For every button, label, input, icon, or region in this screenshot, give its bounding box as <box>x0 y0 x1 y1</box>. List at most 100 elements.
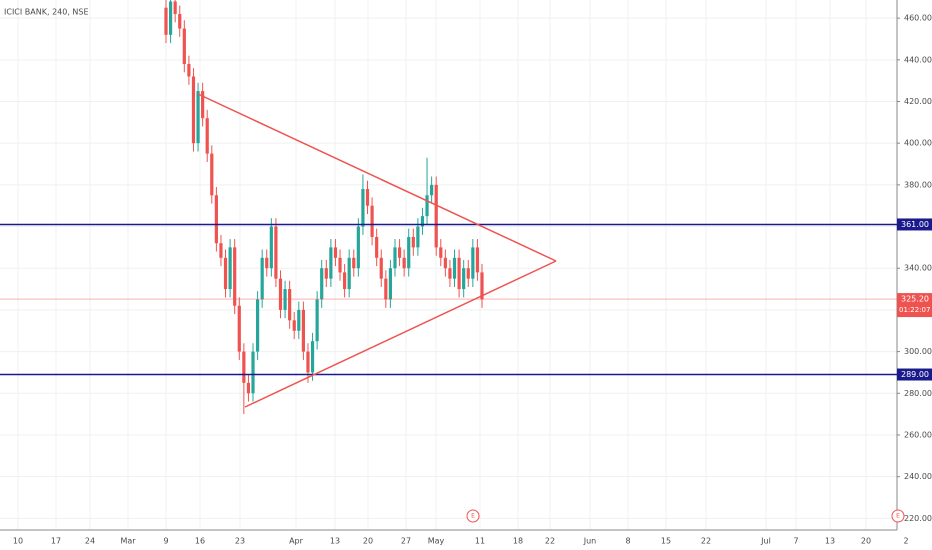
candle-body <box>201 91 205 119</box>
x-tick-label: 15 <box>661 537 671 546</box>
candle-body <box>407 236 411 269</box>
y-tick-label: 440.00 <box>904 55 932 64</box>
candle-body <box>379 257 383 279</box>
x-tick-label: Jul <box>760 537 771 546</box>
candle-body <box>466 268 470 279</box>
candle-body <box>237 305 241 352</box>
candle-body <box>448 268 452 279</box>
candle-body <box>397 247 402 258</box>
candle-body <box>182 28 186 64</box>
candle-body <box>306 351 310 373</box>
y-tick-label: 260.00 <box>904 430 932 439</box>
candle-body <box>164 7 168 35</box>
last-price-bg <box>897 293 932 318</box>
y-tick-label: 220.00 <box>904 514 932 523</box>
event-marker[interactable] <box>466 509 480 523</box>
candle-body <box>439 247 443 258</box>
candle-body <box>205 118 209 154</box>
candle-body <box>251 351 255 394</box>
y-tick-label: 420.00 <box>904 97 932 106</box>
candle-body <box>278 278 283 310</box>
x-tick-label: 20 <box>363 537 373 546</box>
candle-body <box>416 226 420 248</box>
candle-body <box>452 257 457 279</box>
candle-body <box>315 299 319 342</box>
candle-body <box>356 226 360 269</box>
candle-body <box>187 63 191 77</box>
candle-body <box>292 320 296 331</box>
trend-line <box>244 260 557 408</box>
candle-body <box>233 247 237 306</box>
level-label: 361.00 <box>901 220 929 229</box>
candle-body <box>347 257 351 290</box>
candle-body <box>301 309 305 352</box>
candle-body <box>228 247 232 290</box>
candle-body <box>191 76 196 144</box>
candle-body <box>361 189 365 227</box>
x-tick-label: 11 <box>475 537 485 546</box>
grid <box>0 0 897 530</box>
candle-body <box>324 268 328 279</box>
drawings <box>197 93 557 408</box>
x-tick-label: May <box>428 537 445 546</box>
candle-body <box>480 272 484 300</box>
candle-body <box>255 299 260 352</box>
candle-body <box>265 257 269 269</box>
x-tick-label: 22 <box>545 537 555 546</box>
candle-body <box>310 341 315 373</box>
candle-body <box>475 247 480 273</box>
x-tick-label: 16 <box>195 537 205 546</box>
candle-body <box>173 1 177 14</box>
x-tick-label: 2 <box>903 537 908 546</box>
candle-body <box>269 226 273 269</box>
candle-body <box>411 236 415 248</box>
countdown-label: 01:22:07 <box>899 306 930 314</box>
candle-body <box>457 257 461 290</box>
candle-body <box>196 91 200 144</box>
candle-body <box>343 272 347 290</box>
x-tick-label: 23 <box>235 537 245 546</box>
event-marker[interactable] <box>891 509 905 523</box>
candle-body <box>210 153 214 196</box>
y-tick-label: 280.00 <box>904 389 932 398</box>
plot <box>0 0 897 415</box>
x-tick-label: Jun <box>583 537 597 546</box>
candle-body <box>297 309 301 331</box>
candle-body <box>274 226 278 279</box>
candle-body <box>168 1 173 35</box>
x-tick-label: 18 <box>513 537 523 546</box>
candle-body <box>214 195 218 244</box>
candle-body <box>425 195 429 217</box>
axes: 220.00240.00260.00280.00300.00320.00340.… <box>13 14 932 546</box>
trend-line <box>197 93 557 262</box>
candle-body <box>393 247 397 269</box>
level-label-bg <box>897 368 932 381</box>
candle-body <box>443 257 447 269</box>
x-tick-label: 9 <box>163 537 168 546</box>
candle-body <box>178 13 182 29</box>
x-tick-label: Apr <box>289 537 304 546</box>
event-marker-label: E <box>471 513 475 520</box>
y-tick-label: 400.00 <box>904 139 932 148</box>
y-tick-label: 460.00 <box>904 14 932 23</box>
candle-body <box>370 205 374 237</box>
candle-body <box>288 289 292 321</box>
candle-body <box>329 247 333 279</box>
candle-body <box>375 236 379 258</box>
x-tick-label: 20 <box>861 537 871 546</box>
level-label-bg <box>897 218 932 231</box>
y-tick-label: 340.00 <box>904 264 932 273</box>
candle-body <box>223 257 228 290</box>
candle-body <box>365 189 370 206</box>
x-tick-label: 13 <box>330 537 340 546</box>
x-tick-label: 13 <box>825 537 835 546</box>
y-tick-label: 380.00 <box>904 180 932 189</box>
y-tick-label: 240.00 <box>904 472 932 481</box>
candle-body <box>434 184 438 248</box>
x-tick-label: Mar <box>120 537 136 546</box>
candle-body <box>462 268 466 290</box>
level-label: 289.00 <box>901 370 929 379</box>
last-price-label: 325.20 <box>901 295 929 304</box>
